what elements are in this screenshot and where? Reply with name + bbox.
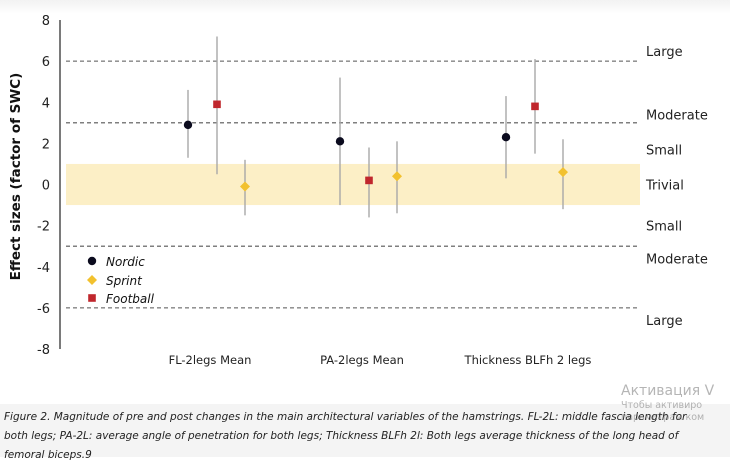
data-point-nordic	[335, 137, 345, 146]
legend-marker-football	[88, 294, 96, 302]
legend-label: Sprint	[106, 274, 143, 288]
zone-label: Trivial	[645, 179, 684, 194]
legend-label: Football	[106, 292, 155, 306]
y-tick-label: 6	[42, 55, 50, 70]
legend-label: Nordic	[106, 255, 145, 269]
zone-label: Small	[646, 220, 682, 235]
y-tick-label: -2	[37, 220, 50, 235]
y-axis-label: Effect sizes (factor of SWC)	[8, 73, 24, 281]
data-point-sprint	[392, 171, 402, 182]
data-point-football	[213, 100, 221, 109]
legend-marker-sprint	[87, 275, 97, 285]
x-category-label: PA-2legs Mean	[320, 353, 404, 367]
zone-label: Large	[646, 314, 683, 329]
legend-marker-nordic	[87, 256, 97, 266]
y-tick-label: 2	[42, 137, 50, 152]
data-point-nordic	[501, 133, 511, 142]
y-tick-label: -6	[37, 302, 50, 317]
y-tick-label: -8	[37, 343, 50, 358]
data-point-sprint	[558, 167, 568, 178]
caption-background	[0, 404, 730, 457]
data-point-sprint	[240, 181, 250, 192]
y-tick-label: -4	[37, 261, 50, 276]
zone-label: Small	[646, 144, 682, 159]
y-tick-label: 8	[42, 14, 50, 29]
watermark-title: Активация V	[621, 383, 715, 399]
zone-label: Moderate	[646, 109, 708, 124]
x-category-label: FL-2legs Mean	[169, 353, 252, 367]
figure-caption: Figure 2. Magnitude of pre and post chan…	[4, 411, 687, 461]
y-tick-label: 4	[42, 96, 50, 111]
trivial-band	[66, 163, 640, 206]
watermark-line-2: параметрам ком	[621, 412, 705, 423]
zone-label: Large	[646, 45, 683, 60]
data-point-football	[365, 176, 373, 185]
watermark-line-1: Чтобы активиро	[621, 400, 703, 411]
data-point-nordic	[183, 120, 193, 130]
y-tick-label: 0	[42, 179, 50, 194]
activation-watermark: Активация V Чтобы активиро параметрам ко…	[621, 383, 730, 424]
zone-label: Moderate	[646, 253, 708, 268]
data-point-football	[531, 102, 539, 111]
x-category-label: Thickness BLFh 2 legs	[464, 353, 592, 367]
